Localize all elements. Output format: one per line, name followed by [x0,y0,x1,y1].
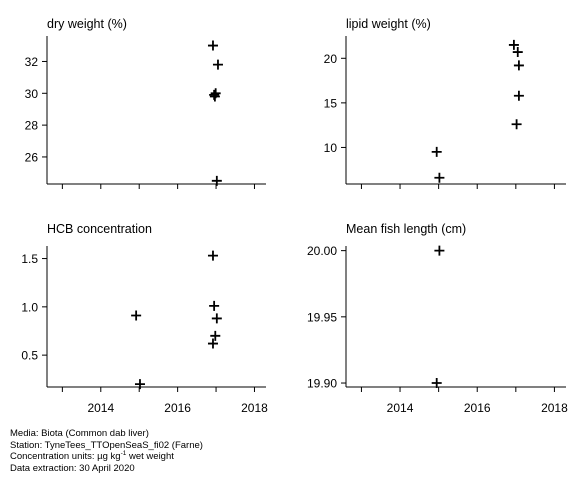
data-point [212,59,223,70]
data-point [434,172,445,183]
footer-units: Concentration units: µg kg-1 wet weight [10,449,203,463]
data-point [207,40,218,51]
y-tick-label: 19.90 [307,377,337,391]
footer-units-prefix: Concentration units: µg kg [10,451,121,462]
panel-title: dry weight (%) [47,17,127,31]
y-tick-label: 10 [324,141,338,155]
data-point [508,39,519,50]
footer-units-suffix: wet weight [126,451,174,462]
footer-extraction: Data extraction: 30 April 2020 [10,462,135,474]
data-point [431,378,442,389]
data-point [210,330,221,341]
y-tick-label: 15 [324,96,338,110]
x-tick-label: 2018 [241,401,268,415]
data-point [210,88,221,99]
data-point [511,119,522,130]
y-tick-label: 1.5 [21,252,38,266]
x-tick-label: 2014 [87,401,114,415]
footer-media: Media: Biota (Common dab liver) [10,428,149,439]
data-point [434,245,445,256]
x-tick-label: 2016 [464,401,491,415]
x-tick-label: 2018 [541,401,568,415]
panel-title: lipid weight (%) [346,17,431,31]
y-tick-label: 32 [25,55,39,69]
data-point [211,175,222,186]
y-tick-label: 0.5 [21,349,38,363]
y-tick-label: 28 [25,119,39,133]
panel-1: dry weight (%) 26 28 30 32 [25,17,266,189]
data-point [513,60,524,71]
footer-units-sup: -1 [120,449,127,457]
data-point [207,250,218,261]
panel-title: HCB concentration [47,222,152,236]
data-point [134,379,145,390]
data-point [209,300,220,311]
panel-title: Mean fish length (cm) [346,222,466,236]
data-point [211,313,222,324]
footer-station: Station: TyneTees_TTOpenSeaS_fi02 (Farne… [10,439,203,451]
y-tick-label: 1.0 [21,300,38,314]
y-tick-label: 19.95 [307,310,337,324]
chart-footer: Media: Biota (Common dab liver) Station:… [10,428,203,474]
x-tick-label: 2014 [387,401,414,415]
y-tick-label: 26 [25,150,39,164]
y-tick-label: 30 [25,87,39,101]
data-point [207,338,218,349]
x-tick-label: 2016 [164,401,191,415]
data-point [513,90,524,101]
panel-2: lipid weight (%) 10 15 20 [324,17,566,189]
y-tick-label: 20.00 [307,244,337,258]
data-point [512,47,523,58]
data-point [131,310,142,321]
y-tick-label: 20 [324,52,338,66]
data-point [431,146,442,157]
panel-4: Mean fish length (cm) 19.90 19.95 20.00 2014… [307,222,568,415]
panel-3: HCB concentration 0.5 1.0 1.5 2014 2016 2018 [21,222,268,415]
